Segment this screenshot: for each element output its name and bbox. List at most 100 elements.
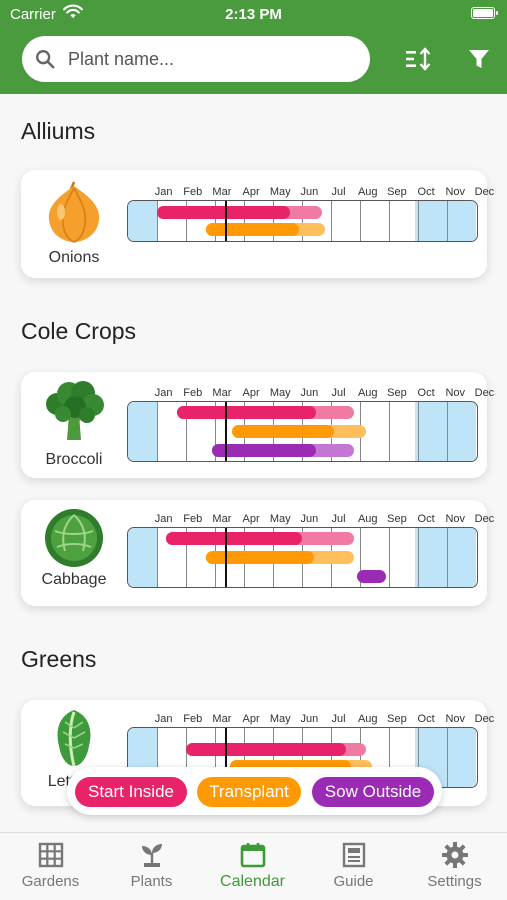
- month-label: Nov: [445, 186, 466, 198]
- month-gridline: [389, 402, 390, 461]
- month-label: Apr: [242, 387, 260, 399]
- lettuce-icon: [57, 710, 91, 767]
- month-label: Nov: [445, 387, 466, 399]
- wifi-icon: [63, 4, 83, 19]
- month-label: Jul: [331, 186, 346, 198]
- calendar-icon: [240, 843, 265, 868]
- month-gridline: [389, 728, 390, 787]
- month-label: Oct: [417, 387, 435, 399]
- search-icon: [36, 50, 55, 69]
- sow-outside-bar: [357, 570, 387, 583]
- month-label: Apr: [242, 186, 260, 198]
- month-label: Apr: [242, 713, 260, 725]
- month-label: Oct: [417, 186, 435, 198]
- month-label: Aug: [357, 186, 378, 198]
- filter-icon[interactable]: [464, 44, 494, 74]
- month-gridline: [186, 201, 187, 241]
- month-label: Jun: [300, 513, 319, 525]
- plant-calendar: [127, 527, 478, 588]
- section-title-greens: Greens: [21, 646, 97, 672]
- tab-guide[interactable]: Guide: [303, 841, 404, 899]
- status-bar: Carrier 2:13 PM: [0, 0, 507, 28]
- search-bar[interactable]: [22, 36, 370, 82]
- legend-sow-outside[interactable]: Sow Outside: [312, 777, 434, 807]
- plant-card-onions[interactable]: Onions Jan Feb Mar Apr May Jun Jul Aug Sep Oct Nov…: [21, 170, 494, 278]
- calendar-list[interactable]: Alliums Onions Jan Feb Mar Apr May Jun Jul Aug S…: [0, 94, 507, 832]
- month-label: Feb: [183, 186, 203, 198]
- carrier-label: Carrier: [10, 6, 56, 23]
- month-label: Jul: [331, 387, 346, 399]
- month-gridline: [186, 528, 187, 587]
- month-gridline: [360, 528, 361, 587]
- plant-name: Cabbage: [41, 571, 107, 588]
- plant-name: Broccoli: [45, 451, 103, 468]
- frost-period: [415, 201, 476, 241]
- status-time: 2:13 PM: [225, 6, 282, 23]
- tab-gardens[interactable]: Gardens: [0, 841, 101, 899]
- sort-icon[interactable]: [404, 44, 434, 74]
- month-gridline: [157, 528, 158, 587]
- month-gridline: [418, 402, 419, 461]
- plant-calendar: [127, 200, 478, 242]
- month-label: Jan: [154, 713, 173, 725]
- plant-name: Onions: [48, 249, 100, 266]
- month-label: Sep: [387, 713, 407, 725]
- transplant-bar: [206, 223, 300, 236]
- plant-card-cabbage[interactable]: Cabbage Jan Feb Mar Apr May Jun Jul Aug Sep Oct No…: [21, 500, 494, 606]
- month-label: Dec: [474, 713, 495, 725]
- month-label: Nov: [445, 713, 466, 725]
- transplant-bar: [232, 425, 334, 438]
- month-label: Mar: [212, 387, 232, 399]
- month-gridline: [244, 728, 245, 787]
- month-label: Aug: [357, 387, 378, 399]
- month-gridline: [215, 201, 216, 241]
- frost-period: [128, 402, 157, 461]
- month-label: Oct: [417, 713, 435, 725]
- onion-icon: [48, 181, 100, 243]
- battery-icon: [471, 7, 498, 19]
- start-inside-bar: [165, 532, 302, 545]
- month-gridline: [447, 728, 448, 787]
- tab-settings[interactable]: Settings: [404, 841, 505, 899]
- month-gridline: [157, 728, 158, 787]
- month-gridline: [360, 728, 361, 787]
- month-gridline: [302, 728, 303, 787]
- gear-icon: [441, 842, 468, 868]
- start-inside-bar: [177, 406, 317, 419]
- month-gridline: [157, 201, 158, 241]
- start-inside-bar: [186, 742, 346, 756]
- month-label: Mar: [212, 713, 232, 725]
- transplant-bar: [206, 551, 314, 564]
- month-label: Sep: [387, 186, 407, 198]
- legend-transplant[interactable]: Transplant: [197, 777, 301, 807]
- search-input[interactable]: [68, 44, 358, 74]
- start-inside-bar: [157, 206, 291, 219]
- month-gridline: [331, 728, 332, 787]
- month-label: Aug: [357, 713, 378, 725]
- today-marker: [224, 528, 227, 587]
- month-label: Feb: [183, 713, 203, 725]
- top-bar: Carrier 2:13 PM: [0, 0, 507, 94]
- guide-icon: [342, 842, 365, 868]
- month-label: Jul: [331, 513, 346, 525]
- today-marker: [224, 402, 227, 461]
- tab-label: Gardens: [21, 873, 80, 890]
- month-label: Jun: [300, 186, 319, 198]
- month-label: May: [269, 387, 291, 399]
- tab-calendar[interactable]: Calendar: [202, 841, 303, 899]
- sprout-icon: [141, 844, 162, 867]
- month-label: Dec: [474, 387, 495, 399]
- month-header: Jan Feb Mar Apr May Jun Jul Aug Sep Oct Nov Dec: [149, 186, 499, 200]
- month-label: Jan: [154, 186, 173, 198]
- month-gridline: [302, 201, 303, 241]
- tab-plants[interactable]: Plants: [101, 841, 202, 899]
- month-label: Mar: [212, 186, 232, 198]
- month-gridline: [244, 201, 245, 241]
- plant-card-broccoli[interactable]: Broccoli Jan Feb Mar Apr May Jun Jul Aug Sep Oct N…: [21, 372, 494, 478]
- month-label: Jan: [154, 513, 173, 525]
- month-label: Jul: [331, 713, 346, 725]
- legend-start-inside[interactable]: Start Inside: [75, 777, 187, 807]
- frost-period: [415, 402, 476, 461]
- month-label: Oct: [417, 513, 435, 525]
- section-title-alliums: Alliums: [21, 118, 96, 144]
